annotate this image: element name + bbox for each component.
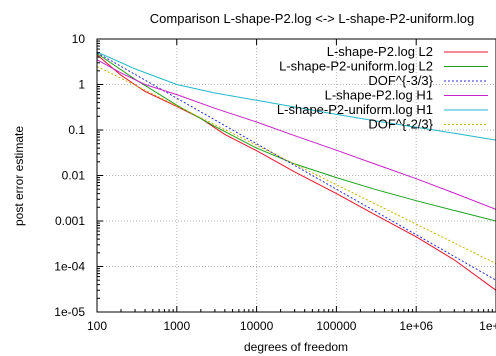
- series-line-4: [96, 59, 496, 210]
- series-line-1: [96, 54, 496, 291]
- legend-label: L-shape-P2-uniform.log H1: [277, 102, 433, 117]
- x-tick-label: 10000: [240, 319, 274, 333]
- y-tick-label: 1: [78, 78, 85, 92]
- x-tick-labels: 100 1000 10000 100000 1e+06 1e+07: [87, 319, 496, 333]
- legend-label: DOF^{-2/3}: [368, 117, 433, 132]
- y-tick-label: 0.1: [68, 123, 85, 137]
- x-tick-label: 1e+07: [479, 319, 496, 333]
- x-tick-label: 100: [87, 319, 107, 333]
- y-axis-label: post error estimate: [12, 126, 26, 226]
- x-axis-label: degrees of freedom: [244, 340, 348, 354]
- y-tick-label: 10: [72, 32, 86, 46]
- legend-label: L-shape-P2-uniform.log L2: [279, 59, 433, 74]
- x-tick-label: 100000: [316, 319, 356, 333]
- y-tick-label: 1e-05: [54, 305, 85, 319]
- y-tick-label: 0.001: [55, 214, 85, 228]
- y-tick-label: 1e-04: [54, 260, 85, 274]
- legend-label: L-shape-P2.log L2: [327, 44, 433, 59]
- chart-title: Comparison L-shape-P2.log <-> L-shape-P2…: [150, 11, 474, 26]
- legend-label: DOF^{-3/3}: [368, 73, 433, 88]
- legend-label: L-shape-P2.log H1: [325, 88, 433, 103]
- legend: L-shape-P2.log L2L-shape-P2-uniform.log …: [277, 44, 488, 132]
- y-tick-label: 0.01: [62, 169, 86, 183]
- x-tick-label: 1000: [163, 319, 190, 333]
- y-tick-labels: 10 1 0.1 0.01 0.001 1e-04 1e-05: [54, 32, 85, 319]
- x-tick-label: 1e+06: [399, 319, 433, 333]
- series-line-5: [96, 51, 496, 141]
- tick-marks: [96, 38, 496, 313]
- series-layer: [96, 51, 496, 291]
